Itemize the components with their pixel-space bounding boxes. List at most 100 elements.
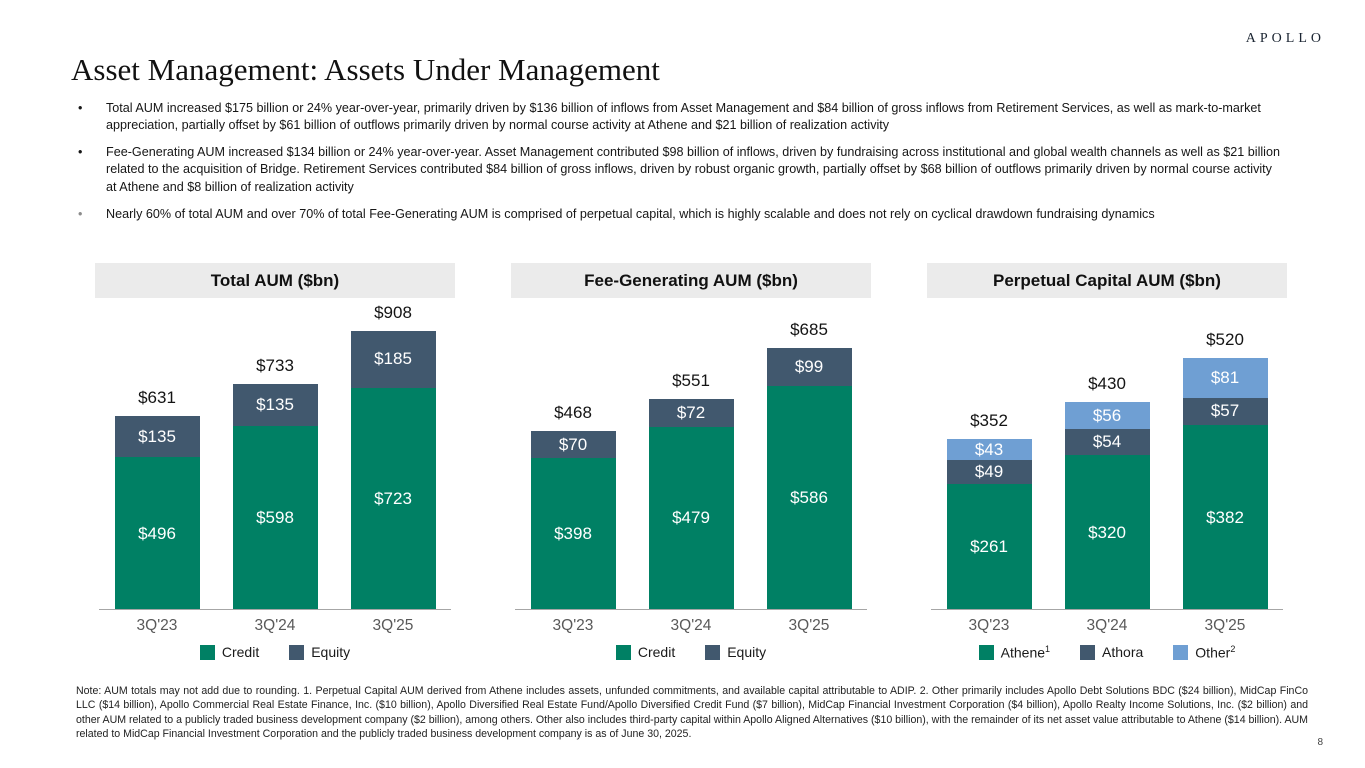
bar-segment: $135 bbox=[232, 384, 318, 426]
legend-label: Equity bbox=[311, 644, 351, 660]
legend-item: Credit bbox=[199, 644, 260, 660]
segment-value-label: $70 bbox=[558, 434, 588, 454]
legend-item: Equity bbox=[289, 644, 350, 660]
segment-value-label: $398 bbox=[554, 523, 592, 543]
segment-value-label: $382 bbox=[1206, 507, 1244, 527]
bar-segment: $43 bbox=[946, 439, 1032, 460]
x-tick-label: 3Q'25 bbox=[1204, 617, 1246, 634]
bar-segment: $185 bbox=[350, 330, 436, 388]
legend-swatch bbox=[289, 644, 305, 660]
legend-item: Other2 bbox=[1173, 644, 1235, 661]
segment-value-label: $135 bbox=[138, 426, 176, 446]
bullet-item: • Total AUM increased $175 billion or 24… bbox=[78, 100, 1283, 134]
x-tick-label: 3Q'23 bbox=[552, 617, 594, 634]
segment-value-label: $54 bbox=[1092, 432, 1122, 452]
legend-label: Other2 bbox=[1195, 644, 1236, 661]
segment-value-label: $57 bbox=[1210, 401, 1240, 421]
legend-swatch bbox=[615, 644, 631, 660]
chart-plot: $261 $49 $43 $352 $320 $54 $56 $430 $382 $57 $81 $5… bbox=[927, 310, 1287, 610]
bullet-item: • Nearly 60% of total AUM and over 70% o… bbox=[78, 206, 1283, 223]
bar-segment: $99 bbox=[766, 348, 852, 387]
bar-segment: $496 bbox=[114, 457, 200, 610]
x-tick-label: 3Q'25 bbox=[788, 617, 830, 634]
legend-swatch bbox=[978, 644, 994, 660]
x-tick-label: 3Q'23 bbox=[136, 617, 178, 634]
page-number: 8 bbox=[1317, 737, 1323, 748]
segment-value-label: $586 bbox=[790, 488, 828, 508]
bar-segment: $723 bbox=[350, 387, 436, 610]
bar-segment: $382 bbox=[1182, 425, 1268, 610]
chart: Fee-Generating AUM ($bn) $398 $70 $468 $479 $… bbox=[511, 263, 871, 661]
bar-segment: $598 bbox=[232, 426, 318, 610]
total-value-label: $631 bbox=[138, 387, 176, 407]
bar-segment: $49 bbox=[946, 460, 1032, 484]
x-axis-ticks: 3Q'23 3Q'24 3Q'25 bbox=[927, 610, 1287, 642]
legend-swatch bbox=[705, 644, 721, 660]
x-tick-label: 3Q'23 bbox=[968, 617, 1010, 634]
bar-segment: $586 bbox=[766, 386, 852, 610]
legend-label: Equity bbox=[727, 644, 767, 660]
x-tick-label: 3Q'25 bbox=[372, 617, 414, 634]
segment-value-label: $49 bbox=[974, 461, 1004, 481]
total-value-label: $468 bbox=[554, 403, 592, 423]
segment-value-label: $99 bbox=[794, 357, 824, 377]
legend-label: Athora bbox=[1102, 644, 1144, 661]
total-value-label: $551 bbox=[672, 371, 710, 391]
bar-segment: $56 bbox=[1064, 401, 1150, 430]
legend: Credit Equity bbox=[511, 644, 871, 660]
apollo-logo: APOLLO bbox=[1245, 31, 1325, 46]
bar-segment: $57 bbox=[1182, 397, 1268, 426]
total-value-label: $352 bbox=[970, 411, 1008, 431]
total-value-label: $733 bbox=[256, 356, 294, 376]
segment-value-label: $185 bbox=[374, 349, 412, 369]
chart-title: Total AUM ($bn) bbox=[95, 263, 455, 298]
total-value-label: $908 bbox=[374, 302, 412, 322]
bar-segment: $72 bbox=[648, 399, 734, 427]
bar-segment: $320 bbox=[1064, 455, 1150, 610]
bullet-text: Total AUM increased $175 billion or 24% … bbox=[106, 101, 1261, 133]
legend-swatch bbox=[1173, 644, 1189, 660]
bullet-list: • Total AUM increased $175 billion or 24… bbox=[78, 100, 1283, 233]
legend: Credit Equity bbox=[95, 644, 455, 660]
legend-label-superscript: 2 bbox=[1230, 644, 1236, 654]
legend-label: Credit bbox=[221, 644, 260, 660]
charts-row: Total AUM ($bn) $496 $135 $631 $598 $135 $733 $… bbox=[95, 263, 1287, 661]
legend-swatch bbox=[199, 644, 215, 660]
chart-title: Perpetual Capital AUM ($bn) bbox=[927, 263, 1287, 298]
bullet-marker: • bbox=[78, 145, 83, 160]
bar-segment: $70 bbox=[530, 431, 616, 458]
segment-value-label: $261 bbox=[970, 536, 1008, 556]
bar-segment: $479 bbox=[648, 426, 734, 610]
x-axis-ticks: 3Q'23 3Q'24 3Q'25 bbox=[511, 610, 871, 642]
x-tick-label: 3Q'24 bbox=[670, 617, 712, 634]
x-tick-label: 3Q'24 bbox=[1086, 617, 1128, 634]
segment-value-label: $320 bbox=[1088, 522, 1126, 542]
legend-label: Credit bbox=[637, 644, 676, 660]
bullet-marker: • bbox=[78, 206, 83, 221]
legend-label: Athene1 bbox=[1000, 644, 1051, 661]
x-tick-label: 3Q'24 bbox=[254, 617, 296, 634]
chart: Perpetual Capital AUM ($bn) $261 $49 $43 $35… bbox=[927, 263, 1287, 661]
chart-plot: $398 $70 $468 $479 $72 $551 $586 $99 $685 bbox=[511, 310, 871, 610]
chart-title: Fee-Generating AUM ($bn) bbox=[511, 263, 871, 298]
bar-segment: $81 bbox=[1182, 358, 1268, 398]
bar-segment: $261 bbox=[946, 483, 1032, 610]
segment-value-label: $496 bbox=[138, 523, 176, 543]
legend-item: Athora bbox=[1080, 644, 1143, 660]
segment-value-label: $56 bbox=[1092, 405, 1122, 425]
segment-value-label: $723 bbox=[374, 488, 412, 508]
total-value-label: $685 bbox=[790, 320, 828, 340]
footnote: Note: AUM totals may not add due to roun… bbox=[76, 685, 1308, 740]
segment-value-label: $598 bbox=[256, 508, 294, 527]
legend-item: Equity bbox=[705, 644, 766, 660]
bar-segment: $54 bbox=[1064, 429, 1150, 456]
segment-value-label: $72 bbox=[676, 403, 706, 423]
total-value-label: $430 bbox=[1088, 373, 1126, 393]
chart-plot: $496 $135 $631 $598 $135 $733 $723 $185 $908 bbox=[95, 303, 455, 610]
x-axis-line bbox=[931, 609, 1283, 610]
legend: Athene1 Athora Other2 bbox=[927, 644, 1287, 661]
bar-segment: $398 bbox=[530, 457, 616, 610]
bullet-marker: • bbox=[78, 101, 83, 115]
legend-label-superscript: 1 bbox=[1045, 644, 1051, 654]
